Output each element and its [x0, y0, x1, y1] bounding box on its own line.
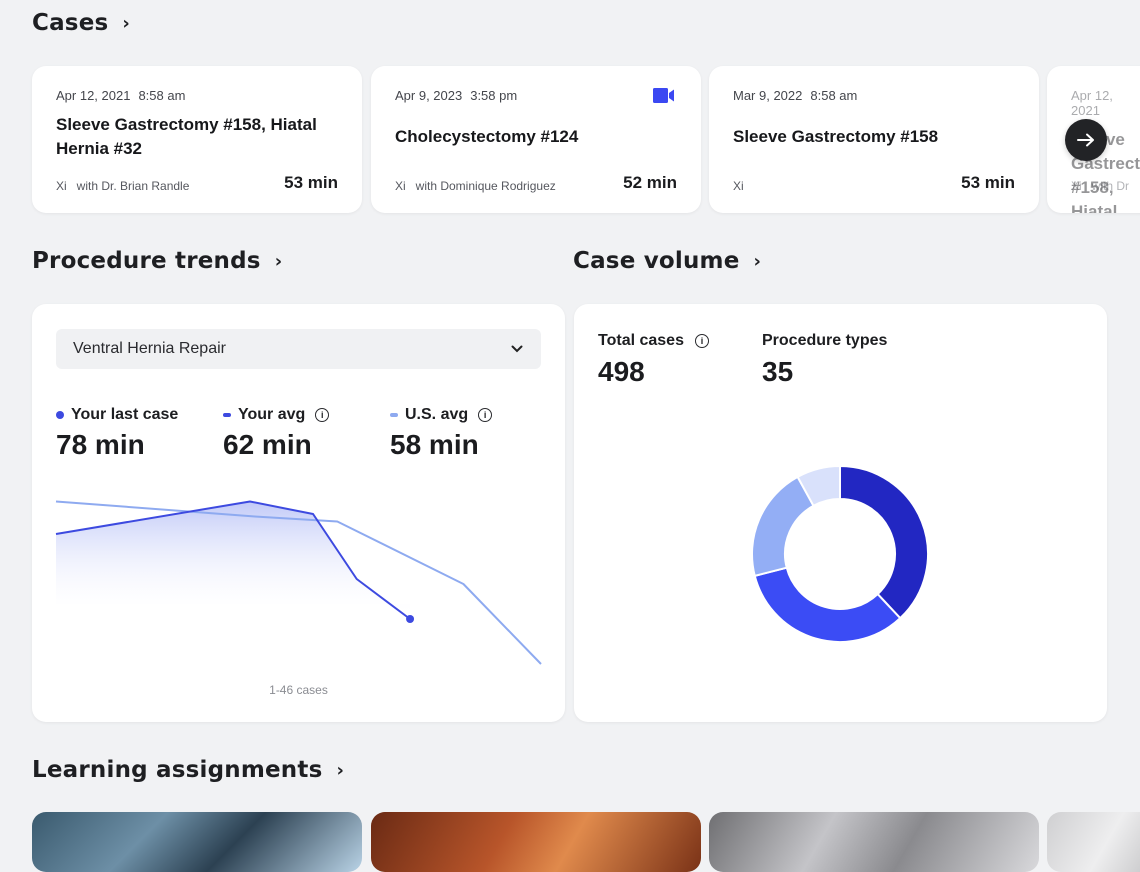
series-area-yours	[56, 501, 411, 619]
info-icon[interactable]: i	[315, 408, 330, 422]
learning-card-image[interactable]	[1047, 812, 1140, 872]
case-volume-label: Case volume	[573, 248, 740, 274]
total-cases-value: 498	[598, 356, 645, 387]
carousel-next-button[interactable]	[1065, 119, 1107, 161]
total-cases-stat: Total cases i 498	[598, 332, 709, 388]
learning-card-image[interactable]	[371, 812, 701, 872]
case-datetime: Apr 12, 2021 8:58 am	[56, 88, 186, 103]
total-cases-label: Total cases	[598, 332, 684, 349]
procedure-select-value: Ventral Hernia Repair	[73, 340, 226, 357]
procedure-trends-title[interactable]: Procedure trends ›	[32, 248, 282, 274]
x-axis-label: 1-46 cases	[269, 683, 328, 697]
stat-us-avg: U.S. avg i 58 min	[390, 405, 493, 461]
procedure-trends-label: Procedure trends	[32, 248, 261, 274]
stat-label: U.S. avg	[405, 406, 469, 423]
donut-slice-0[interactable]	[839, 464, 929, 620]
case-volume-donut-chart	[751, 464, 929, 643]
learning-card-image[interactable]	[709, 812, 1039, 872]
series-dot-marker	[56, 411, 64, 419]
stat-label: Your last case	[71, 406, 179, 423]
procedure-types-label: Procedure types	[762, 332, 888, 349]
last-case-point[interactable]	[406, 615, 415, 623]
trend-line-chart	[55, 500, 542, 665]
series-dash-marker	[390, 413, 398, 417]
case-duration: 52 min	[623, 173, 677, 192]
cases-title[interactable]: Cases ›	[32, 10, 130, 36]
case-title: Cholecystectomy #124	[395, 127, 579, 146]
case-volume-title[interactable]: Case volume ›	[573, 248, 761, 274]
procedure-types-value: 35	[762, 356, 794, 387]
series-line-yours	[55, 500, 411, 620]
series-dash-marker	[223, 413, 231, 417]
cases-title-label: Cases	[32, 10, 109, 36]
donut-slice-3[interactable]	[796, 464, 841, 508]
info-icon[interactable]: i	[694, 334, 709, 348]
stat-label: Your avg	[238, 406, 306, 423]
case-duration: 53 min	[284, 173, 338, 192]
procedure-types-stat: Procedure types 35	[762, 332, 887, 388]
stat-your-avg: Your avg i 62 min	[223, 405, 330, 461]
procedure-select[interactable]: Ventral Hernia Repair	[56, 329, 541, 369]
stat-value: 62 min	[223, 429, 312, 460]
case-meta: Xi with Dr. Brian Randle	[56, 179, 190, 193]
donut-slice-1[interactable]	[753, 566, 902, 643]
video-camera-icon	[653, 88, 674, 103]
case-title: Sleeve Gastrectomy #158, Hiatal Hernia #…	[56, 115, 317, 158]
learning-assignments-label: Learning assignments	[32, 757, 323, 783]
info-icon[interactable]: i	[478, 408, 493, 422]
case-datetime: Apr 9, 2023 3:58 pm	[395, 88, 518, 103]
chevron-down-icon	[511, 345, 523, 353]
case-datetime: Mar 9, 2022 8:58 am	[733, 88, 858, 103]
case-card[interactable]: Apr 12, 2021 8:58 am Sleeve Gastrectomy #…	[32, 66, 362, 213]
arrow-right-icon	[1077, 133, 1094, 147]
chevron-right-icon: ›	[336, 759, 345, 781]
stat-value: 78 min	[56, 429, 145, 460]
case-card[interactable]: Apr 9, 2023 3:58 pm Cholecystectomy #124 …	[371, 66, 701, 213]
chevron-right-icon: ›	[274, 250, 283, 272]
chevron-right-icon: ›	[122, 12, 131, 34]
learning-card-image[interactable]	[32, 812, 362, 872]
procedure-trends-panel: Ventral Hernia Repair Your last case 78 …	[32, 304, 565, 722]
stat-value: 58 min	[390, 429, 479, 460]
case-duration: 53 min	[961, 173, 1015, 192]
learning-assignments-title[interactable]: Learning assignments ›	[32, 757, 344, 783]
stat-last-case: Your last case 78 min	[56, 405, 178, 461]
chevron-right-icon: ›	[753, 250, 762, 272]
donut-slice-2[interactable]	[751, 475, 815, 578]
case-meta: Xi	[733, 179, 744, 193]
case-volume-panel: Total cases i 498 Procedure types 35	[574, 304, 1107, 722]
case-meta: Xi with Dominique Rodriguez	[395, 179, 556, 193]
case-card-partial[interactable]: Apr 12, 2021 Sleeve Gastrectomy #158, Hi…	[1047, 66, 1140, 213]
case-meta: Xi with Dr	[1071, 179, 1130, 193]
case-card[interactable]: Mar 9, 2022 8:58 am Sleeve Gastrectomy #1…	[709, 66, 1039, 213]
case-title: Sleeve Gastrectomy #158	[733, 127, 939, 146]
case-datetime: Apr 12, 2021	[1071, 88, 1113, 118]
